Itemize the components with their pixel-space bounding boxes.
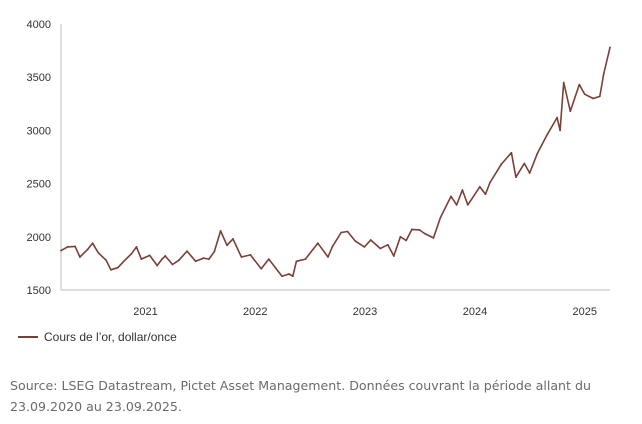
data-point bbox=[466, 203, 469, 206]
data-point bbox=[399, 235, 402, 238]
y-axis: 1500 2000 2500 3000 3500 4000 bbox=[27, 19, 62, 297]
data-point bbox=[177, 259, 180, 262]
data-point bbox=[405, 239, 408, 242]
data-point bbox=[122, 260, 125, 263]
data-point bbox=[267, 258, 270, 261]
data-point bbox=[510, 151, 513, 154]
data-point bbox=[74, 245, 77, 248]
data-point bbox=[545, 134, 548, 137]
data-point bbox=[135, 246, 138, 248]
data-point bbox=[60, 249, 62, 252]
data-point bbox=[226, 244, 228, 247]
data-point bbox=[116, 266, 119, 269]
data-point bbox=[219, 230, 222, 232]
data-point bbox=[232, 238, 234, 240]
data-point bbox=[105, 259, 107, 262]
data-point bbox=[418, 228, 421, 231]
data-point bbox=[569, 110, 572, 113]
data-point bbox=[461, 189, 464, 191]
data-point bbox=[97, 251, 100, 254]
data-point bbox=[583, 93, 586, 96]
y-tick-label: 4000 bbox=[27, 19, 51, 31]
data-point bbox=[439, 216, 442, 219]
data-point bbox=[281, 275, 283, 278]
data-point bbox=[295, 260, 298, 263]
series-line bbox=[60, 47, 611, 278]
data-point bbox=[130, 252, 133, 255]
data-point bbox=[489, 181, 491, 184]
data-point bbox=[240, 256, 243, 258]
x-tick-label: 2021 bbox=[133, 306, 157, 318]
data-point bbox=[156, 264, 159, 267]
data-point bbox=[260, 267, 263, 270]
data-point bbox=[91, 242, 94, 245]
data-point bbox=[556, 116, 558, 119]
data-point bbox=[379, 247, 382, 250]
data-point bbox=[354, 240, 357, 242]
data-point bbox=[392, 255, 395, 257]
data-point bbox=[432, 236, 435, 239]
legend: Cours de l’or, dollar/once bbox=[18, 330, 177, 344]
data-point bbox=[208, 258, 210, 261]
data-point bbox=[202, 257, 205, 259]
data-point bbox=[602, 73, 605, 75]
y-tick-label: 1500 bbox=[27, 285, 51, 297]
data-point bbox=[316, 242, 319, 245]
data-point bbox=[148, 254, 151, 257]
data-point bbox=[186, 250, 188, 253]
y-tick-label: 2000 bbox=[27, 232, 51, 244]
data-point bbox=[213, 250, 216, 253]
data-point bbox=[592, 97, 595, 100]
series-group bbox=[60, 46, 611, 278]
data-point bbox=[514, 176, 517, 179]
data-point bbox=[559, 129, 561, 132]
data-point bbox=[164, 255, 167, 257]
legend-label: Cours de l’or, dollar/once bbox=[44, 330, 177, 344]
data-point bbox=[194, 260, 197, 263]
data-point bbox=[346, 230, 349, 233]
data-point bbox=[484, 193, 487, 196]
data-point bbox=[340, 231, 343, 234]
data-point bbox=[140, 258, 143, 261]
data-point bbox=[562, 81, 565, 84]
data-point bbox=[369, 239, 372, 241]
source-note: Source: LSEG Datastream, Pictet Asset Ma… bbox=[10, 378, 591, 414]
data-point bbox=[161, 258, 163, 261]
data-point bbox=[291, 275, 294, 278]
data-point bbox=[110, 268, 112, 271]
data-point bbox=[287, 273, 290, 275]
y-tick-label: 3500 bbox=[27, 72, 51, 84]
data-point bbox=[171, 263, 174, 266]
data-point bbox=[386, 243, 389, 246]
data-point bbox=[304, 258, 307, 261]
data-point bbox=[327, 256, 329, 258]
x-tick-label: 2022 bbox=[243, 306, 267, 318]
data-point bbox=[249, 253, 252, 256]
data-point bbox=[86, 248, 89, 251]
y-tick-label: 3000 bbox=[27, 125, 51, 137]
data-point bbox=[423, 232, 426, 235]
y-tick-label: 2500 bbox=[27, 179, 51, 191]
data-point bbox=[331, 245, 334, 248]
data-point bbox=[528, 172, 531, 174]
data-point bbox=[578, 83, 581, 86]
legend-swatch bbox=[18, 336, 38, 338]
x-tick-label: 2023 bbox=[353, 306, 377, 318]
data-point bbox=[500, 163, 503, 166]
x-tick-label: 2025 bbox=[573, 306, 597, 318]
data-point bbox=[66, 246, 69, 248]
data-point bbox=[523, 162, 526, 165]
data-point bbox=[536, 152, 539, 155]
x-tick-label: 2024 bbox=[463, 306, 487, 318]
data-point bbox=[609, 46, 611, 49]
data-point bbox=[363, 246, 366, 248]
x-axis: 2021 2022 2023 2024 2025 bbox=[61, 289, 610, 318]
data-point bbox=[410, 228, 413, 231]
data-point bbox=[79, 256, 81, 258]
data-point bbox=[455, 203, 458, 206]
data-point bbox=[450, 195, 452, 198]
data-point bbox=[478, 185, 481, 188]
data-point bbox=[598, 95, 601, 98]
